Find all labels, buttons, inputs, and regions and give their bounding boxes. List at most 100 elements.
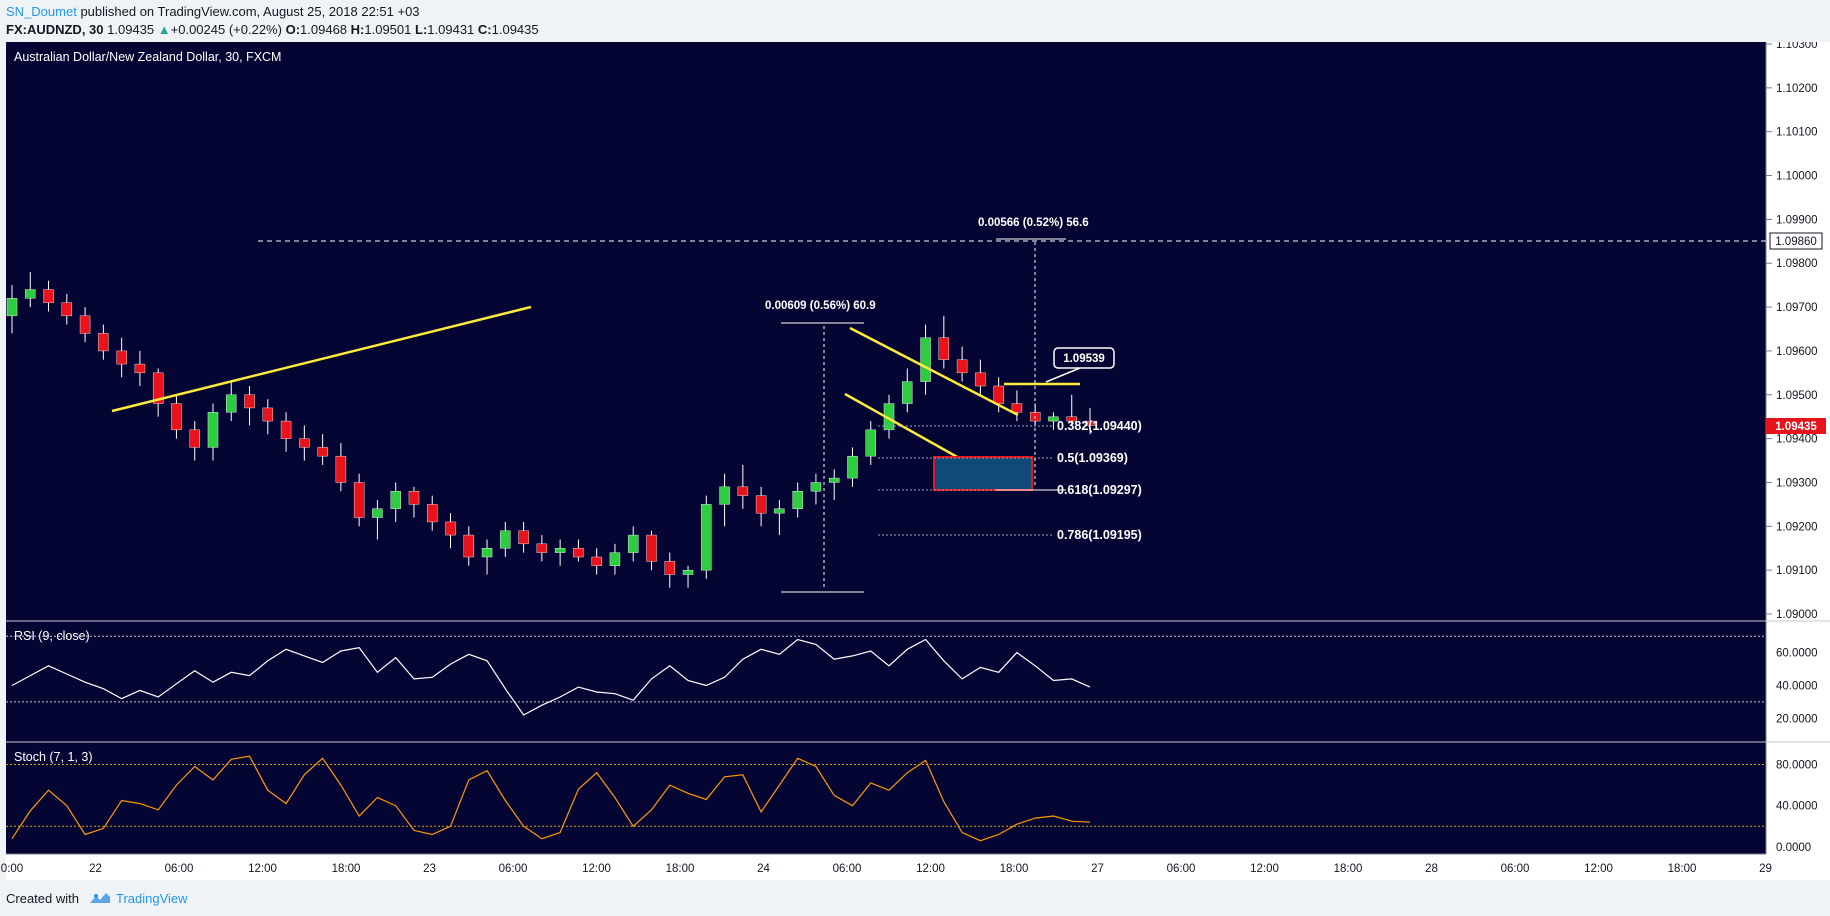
candle-body [573,548,584,558]
time-tick-label: 06:00 [1167,863,1196,875]
stoch-series [11,755,1091,842]
fib-level-0382: 0.382(1.09440) [1057,419,1142,433]
price-callout-label: 1.09539 [1063,353,1105,365]
candle-body [865,429,876,457]
candle-body [536,543,548,553]
candle-body [189,429,200,448]
measure-label-1: 0.00609 (0.56%) 60.9 [765,300,876,312]
low-value: 1.09431 [427,22,475,37]
candlestick-series [6,272,1096,588]
time-tick-label: 0:00 [1,863,23,875]
high-value: 1.09501 [364,22,412,37]
candle-body [847,455,858,479]
stoch-tick-label: 40.0000 [1776,801,1818,813]
candle-body [463,534,475,558]
target-zone-box[interactable] [933,456,1033,491]
candle-body [244,394,255,409]
time-tick-label: 12:00 [916,863,945,875]
candle-body [445,521,456,536]
candle-body [353,482,365,518]
close-value: 1.09435 [491,22,539,37]
high-label: H: [350,22,365,37]
time-tick-label: 18:00 [1000,863,1029,875]
price-axis[interactable] [1766,42,1830,854]
marked-level-label: 1.09860 [1775,236,1817,248]
price-grid [1766,43,1772,615]
time-tick-label: 06:00 [833,863,862,875]
open-value: 1.09468 [300,22,348,37]
time-tick-label: 18:00 [332,863,361,875]
candle-body [664,561,675,575]
candle-body [299,438,310,448]
candle-body [774,508,785,514]
time-tick-label: 18:00 [1334,863,1363,875]
publish-line: SN_Doumet published on TradingView.com, … [6,4,420,19]
candle-body [500,530,511,549]
price-callout[interactable] [1053,347,1115,369]
time-tick-label: 06:00 [165,863,194,875]
candle-body [609,552,621,566]
time-tick-label: 12:00 [582,863,611,875]
candle-body [61,302,73,317]
last-price-badge [1766,418,1826,434]
marked-level-badge [1769,232,1823,250]
candle-body [134,363,146,374]
tradingview-link[interactable]: TradingView [116,891,188,906]
candle-body [810,482,822,492]
candle-body [6,298,18,317]
candle-body [335,455,347,483]
candle-body [390,491,401,509]
time-tick-label: 12:00 [248,863,277,875]
fib-level-0618: 0.618(1.09297) [1057,483,1142,497]
last-price: 1.09435 [107,22,155,37]
price-tick-label: 1.10000 [1776,171,1818,183]
price-tick-labels: 1.10300 1.10200 1.10100 1.10000 1.09900 1.098… [1776,42,1818,621]
drawing-tools[interactable]: 0.382(1.09440) 0.5(1.09369) 0.618(1.0929… [111,217,1766,593]
fib-level-0786: 0.786(1.09195) [1057,528,1142,542]
chart-background [6,42,1766,854]
candle-body [1048,416,1059,422]
time-tick-label: 18:00 [1668,863,1697,875]
candle-body [25,289,36,299]
candle-body [737,486,749,496]
price-tick-label: 1.10200 [1776,83,1818,95]
candle-body [682,569,694,575]
symbol-label: FX:AUDNZD, 30 [6,22,104,37]
candle-body [98,333,109,352]
candle-body [1011,403,1023,413]
open-label: O: [285,22,301,37]
stoch-line [11,755,1091,842]
author-link[interactable]: SN_Doumet [6,4,77,19]
candle-body [43,289,54,303]
time-tick-label: 12:00 [1250,863,1279,875]
time-tick-label: 06:00 [499,863,528,875]
candle-body [317,447,328,457]
rsi-tick-label: 60.0000 [1776,648,1818,660]
time-tick-label: 28 [1425,863,1438,875]
symbol-line: FX:AUDNZD, 30 1.09435 ▲+0.00245 (+0.22%)… [6,22,539,37]
time-tick-labels: 0:00 22 06:00 12:00 18:00 23 06:00 12:00 18:00 24… [1,863,1772,875]
fib-level-05: 0.5(1.09369) [1057,451,1128,465]
tradingview-logo-icon[interactable] [88,890,112,909]
stoch-pane-title: Stoch (7, 1, 3) [14,750,93,764]
rsi-tick-label: 20.0000 [1776,713,1818,725]
candle-body [828,477,840,483]
rsi-tick-labels: 60.0000 40.0000 20.0000 [1776,648,1818,726]
candle-body [938,337,950,360]
chart-canvas[interactable]: Australian Dollar/New Zealand Dollar, 30… [0,42,1830,880]
last-price-axis-label: 1.09435 [1775,421,1817,433]
time-axis[interactable] [6,854,1830,880]
candle-body [152,372,164,404]
candle-body [993,385,1004,404]
candle-body [1084,420,1096,426]
rsi-series [11,638,1091,716]
time-tick-label: 22 [89,863,102,875]
channel-upper-line[interactable] [849,326,1019,417]
trendline-support[interactable] [111,305,532,413]
price-tick-label: 1.10100 [1776,127,1818,139]
footer: Created with TradingView [0,880,1830,916]
close-label: C: [477,22,492,37]
price-tick-label: 1.09800 [1776,258,1818,270]
time-tick-label: 18:00 [666,863,695,875]
change-up-icon: ▲ [157,22,171,37]
